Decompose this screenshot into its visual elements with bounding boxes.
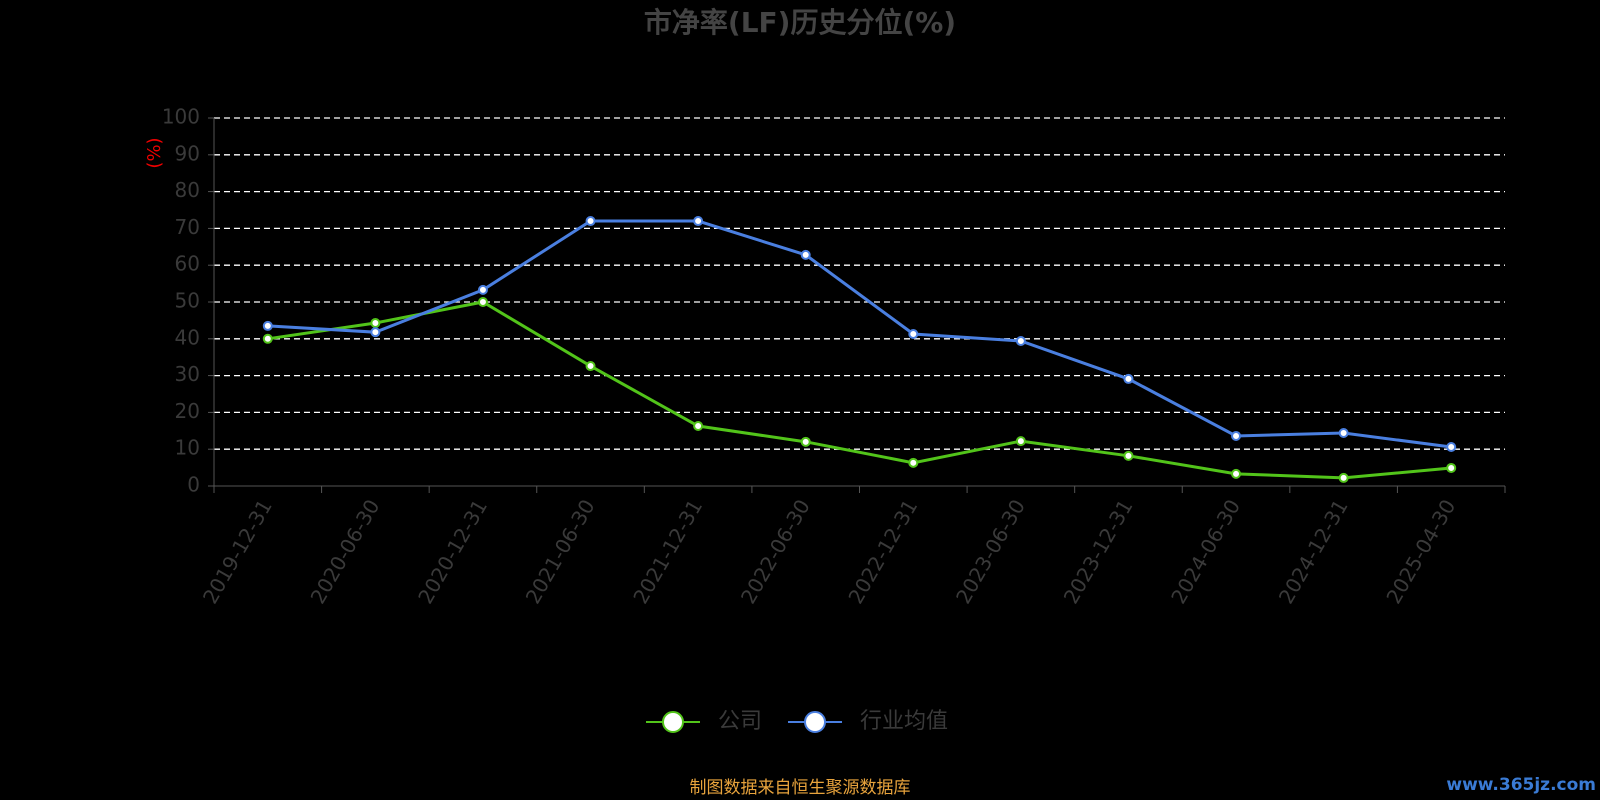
y-tick-label: 80 (175, 178, 200, 202)
data-point (693, 421, 704, 432)
y-axis-label: (%) (144, 137, 165, 168)
data-point (800, 436, 811, 447)
data-point (1231, 430, 1242, 441)
data-point (1446, 441, 1457, 452)
data-point (370, 317, 381, 328)
data-point (477, 297, 488, 307)
x-tick-label: 2020-12-31 (413, 495, 492, 608)
legend-marker (662, 711, 684, 733)
y-tick-label: 30 (175, 362, 200, 386)
data-point (585, 216, 596, 227)
x-tick-label: 2022-12-31 (843, 495, 922, 608)
watermark: www.365jz.com (1446, 775, 1596, 795)
x-tick-label: 2025-04-30 (1381, 495, 1460, 608)
y-tick-label: 70 (175, 215, 200, 239)
data-point (262, 333, 273, 344)
series-line (267, 300, 1452, 480)
data-point (908, 457, 919, 468)
x-tick-label: 2024-06-30 (1166, 495, 1245, 608)
data-point (1123, 450, 1134, 461)
x-tick-label: 2021-06-30 (521, 495, 600, 608)
y-tick-label: 20 (175, 399, 200, 423)
x-tick-label: 2021-12-31 (628, 495, 707, 608)
data-point (1231, 468, 1242, 479)
y-tick-label: 10 (175, 436, 200, 460)
data-point (908, 329, 919, 340)
legend-label: 公司 (718, 709, 762, 734)
data-point (1338, 472, 1349, 483)
y-tick-label: 50 (175, 289, 200, 313)
x-tick-label: 2022-06-30 (736, 495, 815, 608)
series-line (267, 219, 1452, 449)
x-tick-label: 2023-12-31 (1059, 495, 1138, 608)
data-point (1015, 436, 1026, 447)
y-tick-label: 100 (162, 105, 200, 129)
legend-marker (804, 711, 827, 733)
data-point (262, 320, 273, 331)
chart-title: 市净率(LF)历史分位(%) (644, 6, 956, 39)
data-point (1446, 462, 1457, 473)
x-tick-label: 2019-12-31 (198, 495, 277, 608)
y-tick-label: 90 (175, 141, 200, 165)
x-tick-label: 2024-12-31 (1274, 495, 1353, 608)
data-point (370, 327, 381, 338)
legend-label: 行业均值 (860, 709, 948, 734)
data-point (1338, 428, 1349, 439)
data-point (585, 361, 596, 372)
data-point (800, 249, 811, 260)
y-tick-label: 40 (175, 325, 200, 349)
y-tick-label: 60 (175, 252, 200, 276)
x-tick-label: 2020-06-30 (306, 495, 385, 608)
source-note: 制图数据来自恒生聚源数据库 (690, 778, 911, 798)
x-tick-label: 2023-06-30 (951, 495, 1030, 608)
data-point (477, 284, 488, 295)
data-point (693, 216, 704, 227)
data-point (1015, 336, 1026, 347)
y-tick-label: 0 (187, 473, 200, 497)
data-point (1123, 373, 1134, 384)
